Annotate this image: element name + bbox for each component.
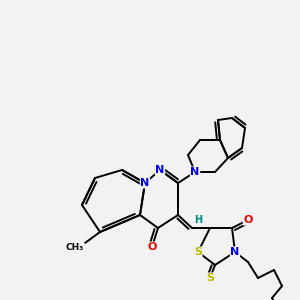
Text: N: N [190, 167, 200, 177]
Text: O: O [147, 242, 157, 252]
Text: O: O [243, 215, 253, 225]
Text: S: S [194, 247, 202, 257]
Text: S: S [206, 273, 214, 283]
Text: N: N [140, 178, 150, 188]
Text: H: H [194, 215, 202, 225]
Text: N: N [155, 165, 165, 175]
Text: CH₃: CH₃ [66, 244, 84, 253]
Text: N: N [230, 247, 240, 257]
